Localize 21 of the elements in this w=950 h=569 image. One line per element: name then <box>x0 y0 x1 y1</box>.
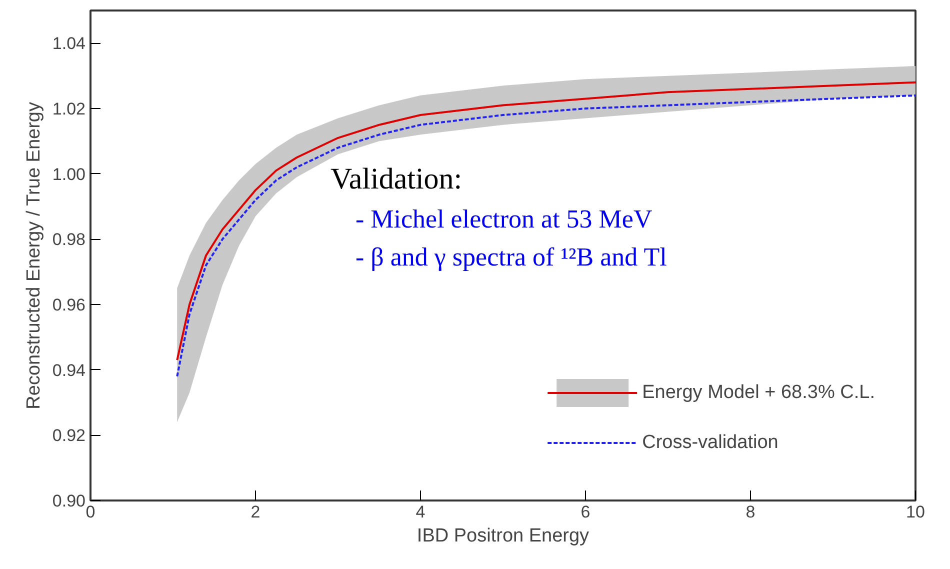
x-tick-label: 8 <box>746 502 756 522</box>
y-tick-label: 0.94 <box>52 360 86 380</box>
x-tick-label: 2 <box>250 502 260 522</box>
x-tick-label: 4 <box>416 502 426 522</box>
y-tick-label: 0.90 <box>52 492 86 510</box>
x-tick-label: 6 <box>580 502 590 522</box>
x-axis-title: IBD Positron Energy <box>416 526 590 546</box>
legend-label: Cross-validation <box>642 432 778 454</box>
y-tick-label: 0.96 <box>52 296 86 314</box>
annotation: Validation: <box>330 162 462 196</box>
y-axis-title: Reconstructed Energy / True Energy <box>23 102 44 410</box>
x-tick-label: 0 <box>86 502 96 522</box>
annotation: - β and γ spectra of ¹²B and Tl <box>356 242 667 272</box>
y-tick-label: 0.92 <box>52 426 86 446</box>
y-tick-label: 0.98 <box>52 230 86 250</box>
y-tick-label: 1.00 <box>52 164 86 184</box>
annotation: - Michel electron at 53 MeV <box>356 204 652 234</box>
y-tick-label: 1.04 <box>52 34 86 54</box>
x-tick-label: 10 <box>906 502 925 522</box>
y-tick-label: 1.02 <box>52 100 86 118</box>
legend-label: Energy Model + 68.3% C.L. <box>642 382 875 404</box>
